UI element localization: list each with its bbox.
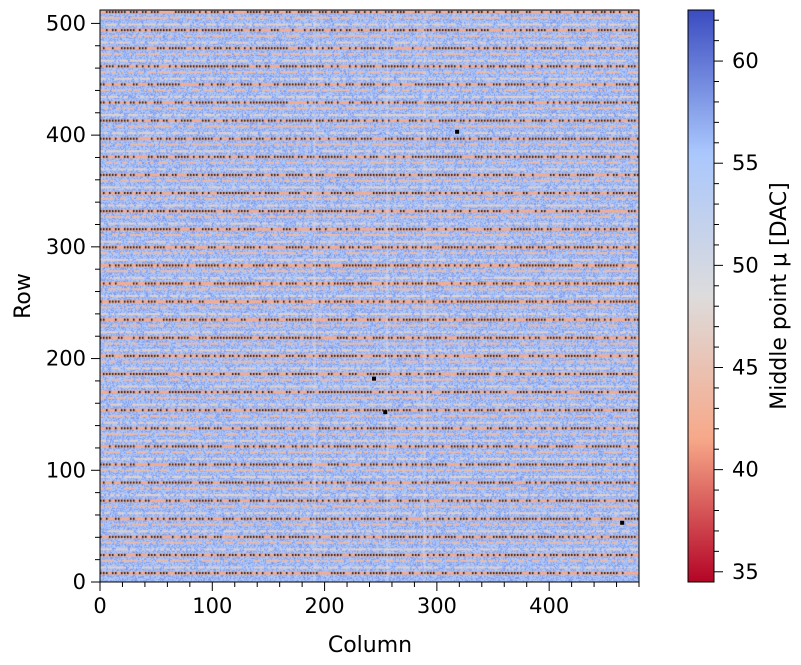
y-tick-label: 500 (46, 11, 86, 35)
y-tick-label: 100 (46, 458, 86, 482)
x-tick-label: 300 (417, 594, 457, 618)
dead-pixel (371, 376, 376, 381)
x-tick-label: 100 (192, 594, 232, 618)
colorbar-tick-label: 45 (732, 356, 759, 380)
colorbar-tick-label: 50 (732, 253, 759, 277)
dead-pixel (383, 410, 388, 415)
dead-pixel (455, 129, 460, 134)
y-axis: 0 100 200 300 400 500 (46, 11, 100, 594)
colorbar-tick-label: 55 (732, 151, 759, 175)
colorbar-tick-label: 60 (732, 49, 759, 73)
colorbar-label: Middle point μ [DAC] (767, 182, 792, 410)
y-tick-label: 300 (46, 235, 86, 259)
heatmap-raster (100, 10, 639, 582)
x-tick-label: 0 (93, 594, 106, 618)
x-axis: 0 100 200 300 400 (93, 582, 640, 618)
y-axis-label: Row (11, 273, 36, 319)
dead-pixel (620, 520, 625, 525)
y-tick-label: 400 (46, 123, 86, 147)
heatmap-image (100, 10, 639, 582)
y-tick-label: 0 (73, 570, 86, 594)
y-tick-label: 200 (46, 347, 86, 371)
colorbar-tick-label: 35 (732, 560, 759, 584)
x-axis-label: Column (328, 633, 412, 658)
colorbar-tick-label: 40 (732, 458, 759, 482)
colorbar-axis: 35 40 45 50 55 60 (714, 19, 759, 584)
x-tick-label: 400 (529, 594, 569, 618)
colorbar (687, 9, 715, 583)
x-tick-label: 200 (305, 594, 345, 618)
